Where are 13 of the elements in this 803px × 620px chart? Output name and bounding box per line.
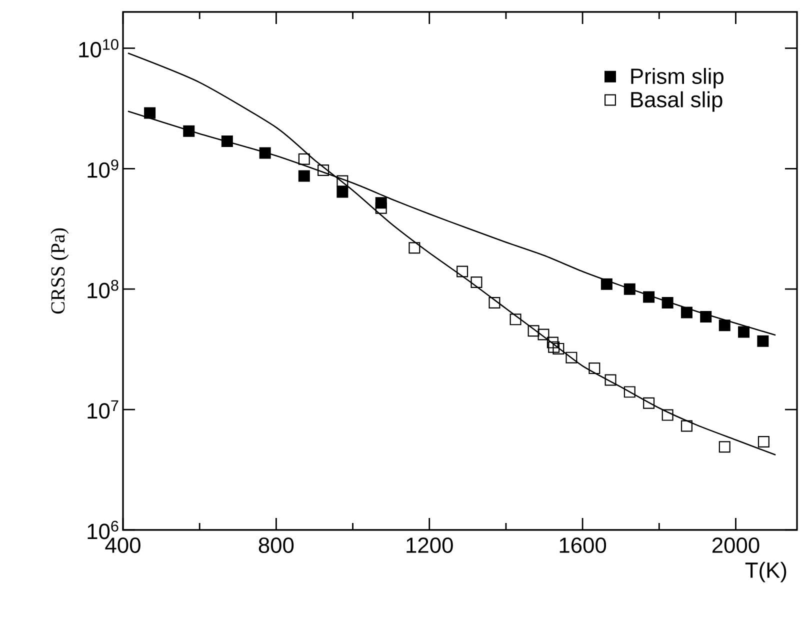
x-tick-label: 1200 xyxy=(406,537,453,554)
y-tick-label: 10$^{9}$ xyxy=(88,159,118,178)
legend-label: Basal slip xyxy=(631,91,722,112)
y-tick-label: 10$^{8}$ xyxy=(88,280,118,298)
y-tick-label: 10$^{7}$ xyxy=(88,400,118,419)
legend-label: Prism slip xyxy=(631,68,724,88)
x-tick-label: 400 xyxy=(105,537,140,554)
y-axis-title: CRSS (Pa) xyxy=(50,228,69,314)
x-tick-label: 1600 xyxy=(560,537,606,554)
x-tick-label: 2000 xyxy=(712,537,760,554)
y-tick-label: 10$^{10}$ xyxy=(79,39,118,58)
x-tick-label: 800 xyxy=(258,537,294,554)
x-axis-title: T(K) xyxy=(745,562,786,582)
